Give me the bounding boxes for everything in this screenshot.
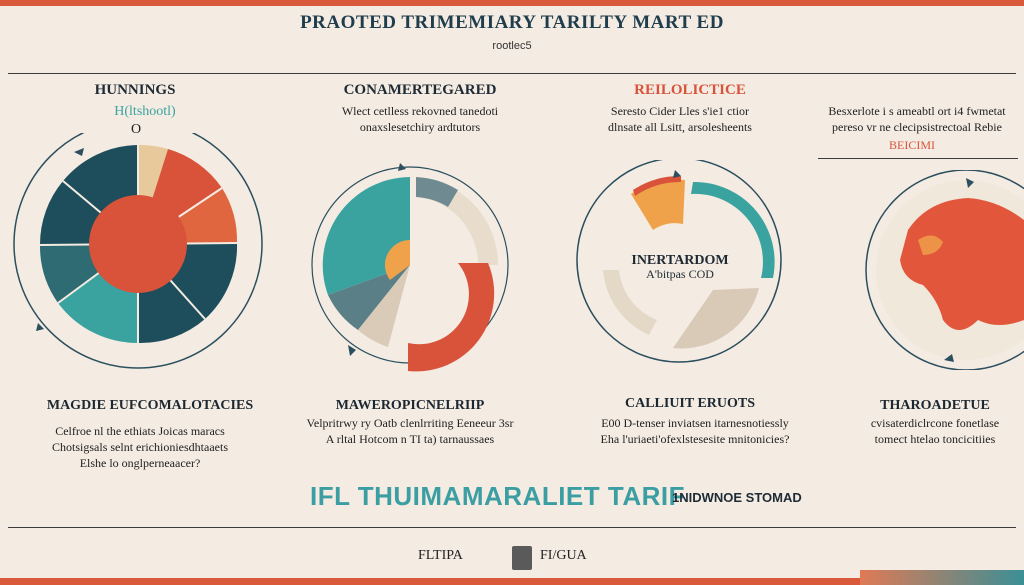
donut-chart bbox=[13, 133, 263, 369]
section4-heading: THAROADETUE bbox=[880, 398, 990, 413]
ring-teal-arc bbox=[691, 181, 775, 278]
split-pie-chart bbox=[311, 163, 509, 372]
column4-sub-line-2: pereso vr ne clecipsistrectoal Rebie bbox=[832, 120, 1002, 134]
ring-red-strip bbox=[633, 175, 681, 196]
column2-sub-line-2: onaxslesetchiry ardtutors bbox=[359, 120, 481, 134]
section2-line-1: Velpritrwy ry Oatb clenlrriting Eeneeur … bbox=[306, 416, 514, 430]
section2-heading: MAWEROPICNELRIIP bbox=[335, 398, 485, 413]
pie-sand-slice bbox=[358, 265, 410, 347]
pie-amber-slice bbox=[385, 240, 410, 280]
pie-slate-slice bbox=[328, 265, 410, 330]
column4-divider bbox=[818, 158, 1018, 159]
pie-outer-slate-arc bbox=[416, 177, 458, 207]
section2-line-2: A rltal Hotcom n TI ta) tarnaussaes bbox=[325, 432, 495, 446]
page-title: PRAOTED TRIMEMIARY TARILTY MART ED bbox=[300, 12, 724, 33]
footer-left-label: FLTIPA bbox=[418, 548, 463, 563]
ring-sand-wedge bbox=[673, 288, 759, 349]
globe-continent-shape bbox=[900, 198, 1024, 330]
bottom-corner-graphic bbox=[860, 570, 1024, 585]
section1-line-3: Elshe lo onglperneaacer? bbox=[79, 456, 201, 470]
donut-center bbox=[89, 195, 187, 293]
arrow-icon bbox=[36, 323, 44, 331]
column2-heading: CONAMERTEGARED bbox=[343, 82, 497, 98]
building-icon bbox=[512, 546, 532, 570]
section4-line-1: cvisaterdiclrcone fonetlase bbox=[870, 416, 1000, 430]
divider-top bbox=[8, 73, 1016, 74]
tagline-right: 1NIDWNOE STOMAD bbox=[672, 490, 802, 505]
section1-line-2: Chotsigsals selnt erichioniesdhtaaets bbox=[52, 440, 228, 454]
column4-sub-line-1: Besxerlote i s ameabtl ort i4 fwmetat bbox=[828, 104, 1006, 118]
globe-chart bbox=[865, 170, 1024, 370]
column4-accent: BEICIMI bbox=[889, 138, 935, 152]
column3-sub-line-1: Seresto Cider Lles s'ie1 ctior bbox=[610, 104, 750, 118]
pie-red-arc bbox=[408, 263, 495, 372]
footer-right-label: FI/GUA bbox=[540, 548, 587, 563]
arrow-icon bbox=[398, 163, 406, 171]
donut-outer-ring bbox=[13, 133, 263, 369]
arrow-icon bbox=[348, 345, 356, 356]
ring-amber-segment bbox=[631, 179, 685, 230]
divider-bottom bbox=[8, 527, 1016, 528]
bottom-accent-bar bbox=[0, 578, 1024, 585]
section1-heading: MAGDIE EUFCOMALOTACIES bbox=[46, 398, 254, 413]
ring-chart bbox=[576, 160, 782, 363]
ring-sand-arc bbox=[603, 270, 657, 335]
column3-heading: REILOLICTICE bbox=[634, 82, 746, 98]
arrow-icon bbox=[673, 170, 681, 178]
arrow-icon bbox=[74, 148, 84, 156]
section4-line-2: tomect htelao toncicitiies bbox=[874, 432, 996, 446]
column3-sub-line-2: dlnsate all Lsitt, arsolesheents bbox=[608, 120, 752, 134]
section3-line-2: Eha l'uriaeti'ofexlstesesite mnitonicies… bbox=[600, 432, 790, 446]
column2-sub-line-1: Wlect cetlless rekovned tanedoti bbox=[341, 104, 499, 118]
arrow-icon bbox=[944, 354, 954, 362]
ring-center-title: INERTARDOM bbox=[631, 253, 729, 268]
ring-center-subtitle: A'bitpas COD bbox=[646, 267, 714, 281]
tagline: IFL THUIMAMARALIET TARIF bbox=[310, 481, 685, 511]
arrow-icon bbox=[966, 178, 974, 188]
column1-badge: O bbox=[130, 122, 142, 137]
top-accent-bar bbox=[0, 0, 1024, 6]
column1-heading: HUNNINGS bbox=[94, 82, 176, 98]
column1-subheading: H(ltshootl) bbox=[114, 104, 176, 119]
section3-line-1: E00 D-tenser inviatsen itarnesnotiessly bbox=[601, 416, 789, 430]
section3-heading: CALLIUIT ERUOTS bbox=[624, 396, 756, 411]
section1-line-1: Celfroe nl the ethiats Joicas maracs bbox=[55, 424, 225, 438]
page-subtitle: rootlec5 bbox=[492, 40, 532, 52]
